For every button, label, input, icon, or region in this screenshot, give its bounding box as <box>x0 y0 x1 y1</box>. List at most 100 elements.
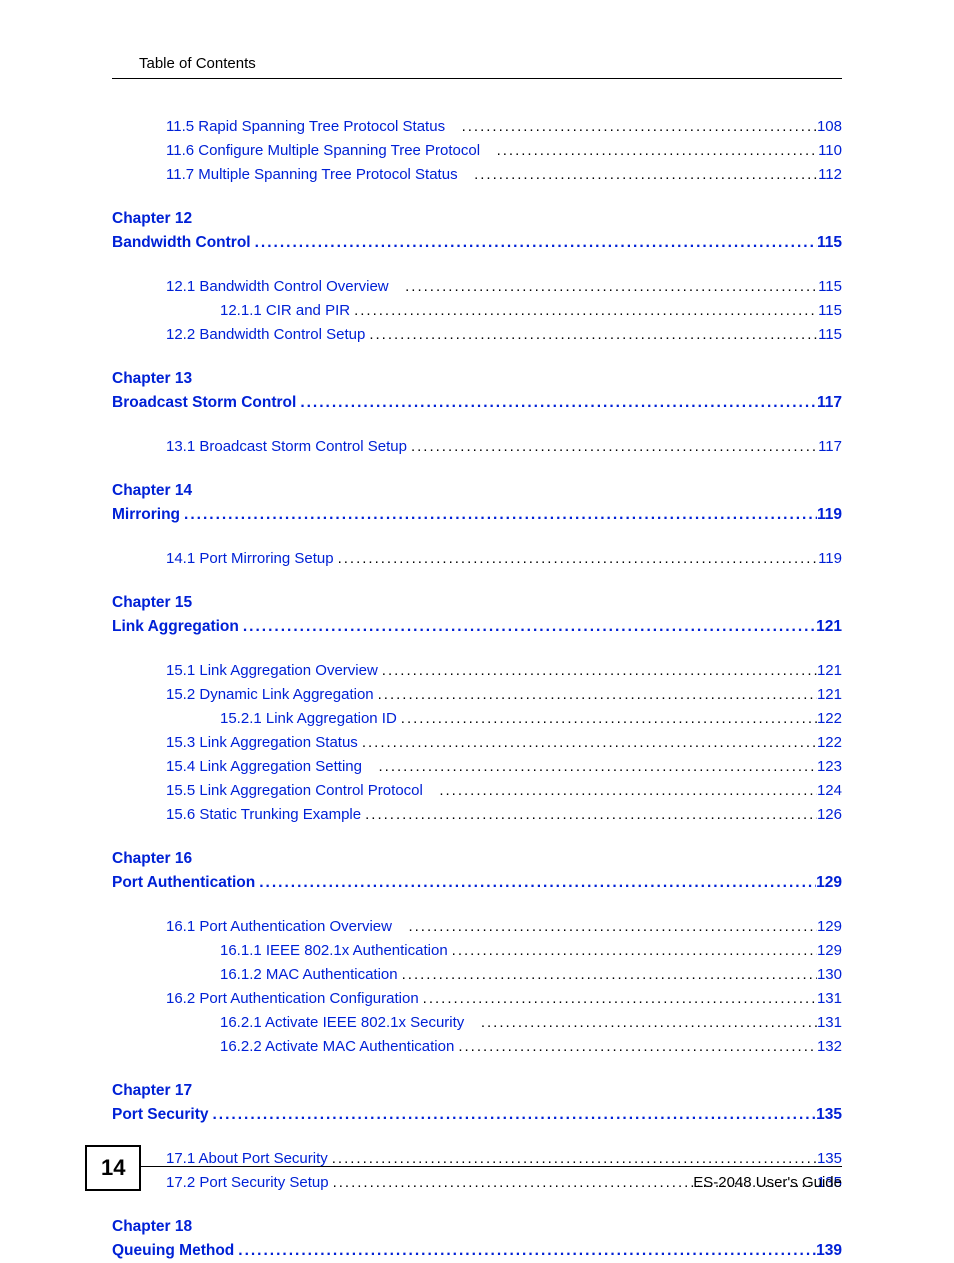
toc-entry-label[interactable]: 11.7 Multiple Spanning Tree Protocol Sta… <box>166 163 470 187</box>
toc-entry-label[interactable]: 15.1 Link Aggregation Overview <box>166 659 378 683</box>
toc-entry-page[interactable]: 132 <box>817 1035 842 1059</box>
toc-entry-page[interactable]: 119 <box>818 547 842 571</box>
toc-leader-dots: ........................................… <box>374 683 817 707</box>
toc-entry-label[interactable]: 15.2 Dynamic Link Aggregation <box>166 683 374 707</box>
toc-entry-label[interactable]: 15.4 Link Aggregation Setting <box>166 755 374 779</box>
chapter-title[interactable]: Queuing Method <box>112 1239 234 1263</box>
toc-leader-dots: ........................................… <box>255 871 816 895</box>
chapter-label[interactable]: Chapter 13 <box>112 367 842 391</box>
chapter-label[interactable]: Chapter 15 <box>112 591 842 615</box>
toc-entry-label[interactable]: 15.2.1 Link Aggregation ID <box>220 707 397 731</box>
toc-entry-page[interactable]: 108 <box>817 115 842 139</box>
chapter-block: Chapter 16Port Authentication...........… <box>112 847 842 895</box>
toc-entry-label[interactable]: 16.2 Port Authentication Configuration <box>166 987 419 1011</box>
chapter-title[interactable]: Port Authentication <box>112 871 255 895</box>
header-title: Table of Contents <box>139 55 842 72</box>
toc-leader-dots: ........................................… <box>378 659 817 683</box>
chapter-label[interactable]: Chapter 12 <box>112 207 842 231</box>
chapter-page[interactable]: 129 <box>816 871 842 895</box>
toc-entry-page[interactable]: 121 <box>817 683 842 707</box>
toc-entry: 13.1 Broadcast Storm Control Setup .....… <box>166 435 842 459</box>
chapter-page[interactable]: 139 <box>816 1239 842 1263</box>
toc-entry-label[interactable]: 12.1 Bandwidth Control Overview <box>166 275 401 299</box>
chapter-block: Chapter 12Bandwidth Control.............… <box>112 207 842 255</box>
toc-entry: 12.1 Bandwidth Control Overview ........… <box>166 275 842 299</box>
toc-leader-dots: ........................................… <box>397 707 817 731</box>
section-group: 11.5 Rapid Spanning Tree Protocol Status… <box>112 115 842 187</box>
toc-entry-page[interactable]: 124 <box>817 779 842 803</box>
toc-entry-label[interactable]: 15.3 Link Aggregation Status <box>166 731 358 755</box>
toc-entry-page[interactable]: 115 <box>818 275 842 299</box>
section-group: 15.1 Link Aggregation Overview .........… <box>112 659 842 827</box>
toc-entry-page[interactable]: 110 <box>818 139 842 163</box>
toc-entry: 16.1.1 IEEE 802.1x Authentication ......… <box>220 939 842 963</box>
toc-entry-page[interactable]: 122 <box>817 707 842 731</box>
toc-entry-page[interactable]: 115 <box>818 299 842 323</box>
chapter-title[interactable]: Broadcast Storm Control <box>112 391 296 415</box>
chapter-page[interactable]: 135 <box>816 1103 842 1127</box>
toc-leader-dots: ........................................… <box>361 803 817 827</box>
toc-entry-label[interactable]: 16.2.2 Activate MAC Authentication <box>220 1035 454 1059</box>
toc-entry-label[interactable]: 11.5 Rapid Spanning Tree Protocol Status <box>166 115 458 139</box>
toc-entry-page[interactable]: 130 <box>817 963 842 987</box>
chapter-label[interactable]: Chapter 18 <box>112 1215 842 1239</box>
toc-entry-page[interactable]: 121 <box>817 659 842 683</box>
chapter-block: Chapter 15Link Aggregation..............… <box>112 591 842 639</box>
chapter-title[interactable]: Bandwidth Control <box>112 231 251 255</box>
chapter-page[interactable]: 121 <box>816 615 842 639</box>
toc-entry-page[interactable]: 115 <box>818 323 842 347</box>
toc-leader-dots: ........................................… <box>296 391 817 415</box>
chapter-title[interactable]: Link Aggregation <box>112 615 239 639</box>
toc-entry: 12.1.1 CIR and PIR .....................… <box>220 299 842 323</box>
chapter-label[interactable]: Chapter 17 <box>112 1079 842 1103</box>
section-group: 13.1 Broadcast Storm Control Setup .....… <box>112 435 842 459</box>
chapter-title-line: Port Authentication.....................… <box>112 871 842 895</box>
toc-entry-label[interactable]: 13.1 Broadcast Storm Control Setup <box>166 435 407 459</box>
chapter-title[interactable]: Mirroring <box>112 503 180 527</box>
chapter-title[interactable]: Port Security <box>112 1103 208 1127</box>
chapter-page[interactable]: 119 <box>817 503 842 527</box>
toc-entry-label[interactable]: 16.1.2 MAC Authentication <box>220 963 398 987</box>
toc-entry-page[interactable]: 123 <box>817 755 842 779</box>
toc-entry: 15.3 Link Aggregation Status ...........… <box>166 731 842 755</box>
chapter-page[interactable]: 115 <box>817 231 842 255</box>
toc-entry-label[interactable]: 14.1 Port Mirroring Setup <box>166 547 334 571</box>
toc-leader-dots: ........................................… <box>358 731 817 755</box>
toc-entry: 11.6 Configure Multiple Spanning Tree Pr… <box>166 139 842 163</box>
toc-leader-dots: ........................................… <box>407 435 818 459</box>
toc-leader-dots: ........................................… <box>493 139 818 163</box>
toc-leader-dots: ........................................… <box>404 915 817 939</box>
toc-entry-page[interactable]: 122 <box>817 731 842 755</box>
toc-entry-page[interactable]: 129 <box>817 939 842 963</box>
toc-entry-label[interactable]: 15.5 Link Aggregation Control Protocol <box>166 779 435 803</box>
toc-entry-page[interactable]: 131 <box>817 987 842 1011</box>
footer-row: 14 ES-2048 User's Guide <box>85 1173 842 1191</box>
chapter-page[interactable]: 117 <box>817 391 842 415</box>
toc-entry-page[interactable]: 126 <box>817 803 842 827</box>
toc-entry: 15.4 Link Aggregation Setting ..........… <box>166 755 842 779</box>
chapter-title-line: Bandwidth Control.......................… <box>112 231 842 255</box>
toc-leader-dots: ........................................… <box>401 275 818 299</box>
chapter-title-line: Port Security...........................… <box>112 1103 842 1127</box>
toc-entry-page[interactable]: 112 <box>818 163 842 187</box>
toc-leader-dots: ........................................… <box>458 115 817 139</box>
toc-entry-page[interactable]: 117 <box>818 435 842 459</box>
chapter-label[interactable]: Chapter 14 <box>112 479 842 503</box>
toc-leader-dots: ........................................… <box>448 939 817 963</box>
toc-entry-label[interactable]: 11.6 Configure Multiple Spanning Tree Pr… <box>166 139 493 163</box>
toc-entry-label[interactable]: 12.1.1 CIR and PIR <box>220 299 350 323</box>
toc-entry-page[interactable]: 129 <box>817 915 842 939</box>
toc-entry-label[interactable]: 16.1 Port Authentication Overview <box>166 915 404 939</box>
toc-entry-label[interactable]: 16.1.1 IEEE 802.1x Authentication <box>220 939 448 963</box>
section-group: 16.1 Port Authentication Overview ......… <box>112 915 842 1059</box>
toc-entry-label[interactable]: 16.2.1 Activate IEEE 802.1x Security <box>220 1011 477 1035</box>
toc-entry: 15.5 Link Aggregation Control Protocol .… <box>166 779 842 803</box>
chapter-label[interactable]: Chapter 16 <box>112 847 842 871</box>
toc-entry-page[interactable]: 131 <box>817 1011 842 1035</box>
header-rule <box>112 78 842 79</box>
page-number: 14 <box>85 1145 141 1191</box>
toc-entry: 15.6 Static Trunking Example ...........… <box>166 803 842 827</box>
toc-entry-label[interactable]: 15.6 Static Trunking Example <box>166 803 361 827</box>
toc-leader-dots: ........................................… <box>180 503 817 527</box>
toc-entry-label[interactable]: 12.2 Bandwidth Control Setup <box>166 323 365 347</box>
